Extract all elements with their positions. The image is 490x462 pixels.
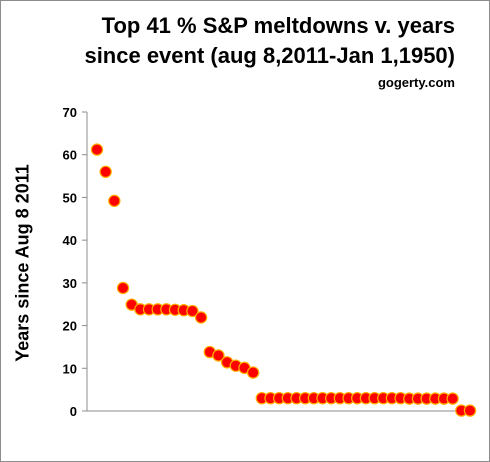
data-point xyxy=(246,366,260,379)
chart-title-line-1: Top 41 % S&P meltdowns v. years xyxy=(101,13,455,38)
y-tick-label: 10 xyxy=(63,361,77,376)
y-tick-label: 40 xyxy=(63,233,77,248)
chart-subtitle: gogerty.com xyxy=(377,75,455,90)
data-point xyxy=(463,404,477,417)
data-point xyxy=(116,281,130,295)
data-point xyxy=(212,349,225,362)
chart-title-line-2: since event (aug 8,2011-Jan 1,1950) xyxy=(84,43,455,68)
data-point xyxy=(108,194,121,208)
data-point xyxy=(90,143,104,156)
data-point xyxy=(186,304,199,318)
y-tick-label: 60 xyxy=(63,148,77,163)
y-tick-label: 0 xyxy=(70,404,77,419)
data-point xyxy=(99,165,112,178)
y-tick-label: 30 xyxy=(63,276,77,291)
data-point xyxy=(194,311,208,324)
y-tick-label: 20 xyxy=(63,319,77,334)
y-tick-label: 50 xyxy=(63,190,77,205)
data-points xyxy=(90,143,477,417)
axes xyxy=(86,112,475,412)
data-point xyxy=(446,392,459,405)
y-tick-label: 70 xyxy=(63,105,77,120)
y-ticks: 0 10 20 30 40 50 60 70 xyxy=(63,105,87,419)
